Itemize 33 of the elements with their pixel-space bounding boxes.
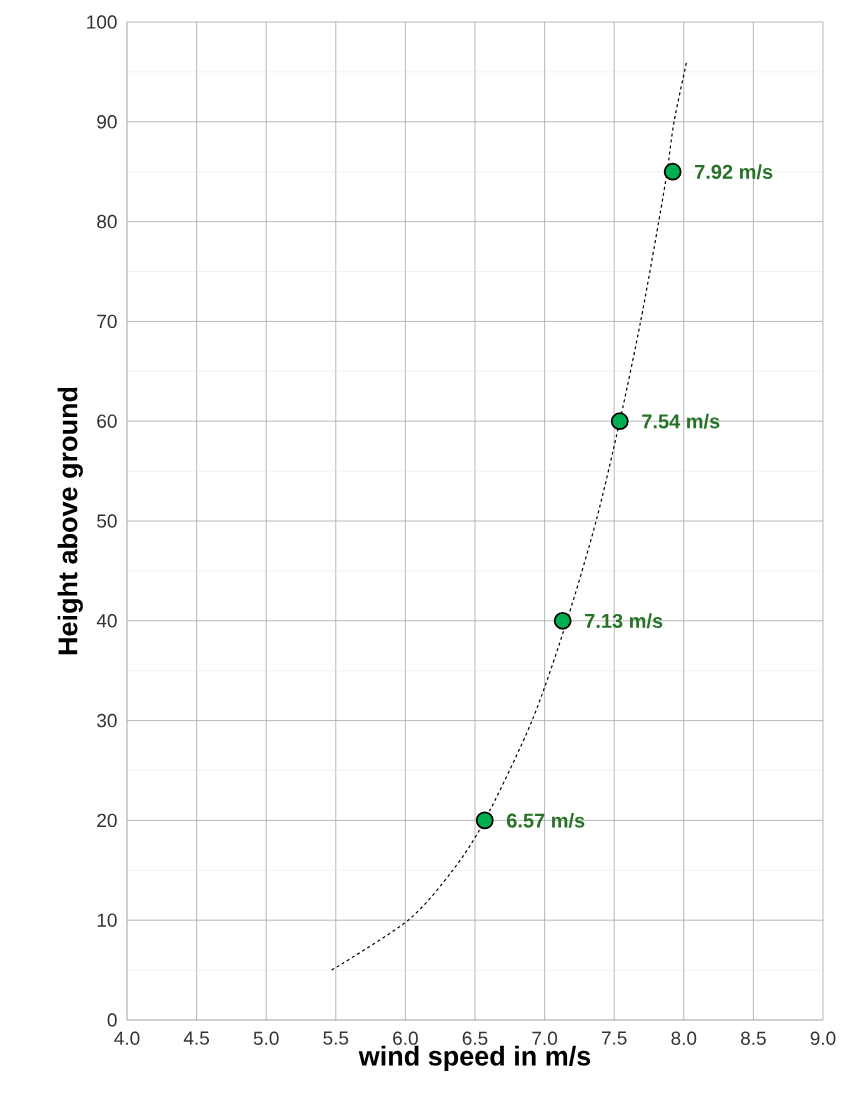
x-tick-label: 6.5 (462, 1031, 488, 1045)
x-tick-label: 7.5 (601, 1031, 627, 1045)
y-tick-label: 50 (97, 514, 117, 528)
y-tick-label: 20 (97, 813, 117, 828)
point (663, 162, 682, 181)
point (610, 412, 629, 431)
x-tick-label: 4.5 (183, 1031, 210, 1045)
annotation: 7.13 m/s (585, 613, 663, 629)
x-tick-label: 8.0 (671, 1031, 697, 1045)
annotation: 6.57 m/s (507, 812, 585, 828)
x-tick-label: 6.0 (393, 1031, 418, 1045)
annotation: 7.92 m/s (695, 164, 773, 180)
y-tick-label: 100 (87, 15, 117, 29)
x-tick-label: 4.0 (114, 1031, 140, 1045)
x-tick-label: 8.5 (741, 1031, 766, 1045)
x-tick-label: 9.0 (810, 1031, 836, 1045)
y-tick-label: 80 (97, 214, 117, 229)
x-tick-label: 7.0 (532, 1031, 558, 1045)
y-tick-label: 60 (97, 414, 117, 428)
point (475, 811, 494, 830)
y-tick-label: 10 (97, 913, 117, 927)
x-axis-title: wind speed in m/s (358, 1045, 591, 1072)
y-tick-label: 0 (107, 1013, 117, 1027)
y-tick-label: 90 (97, 115, 117, 129)
y-tick-label: 30 (97, 713, 117, 728)
y-axis-title: Height above ground (57, 387, 83, 655)
line-series (331, 61, 688, 971)
annotation: 7.54 m/s (642, 413, 720, 429)
y-tick-label: 70 (97, 314, 117, 329)
point (553, 611, 572, 630)
x-tick-label: 5.0 (253, 1031, 279, 1045)
y-tick-label: 40 (96, 614, 117, 628)
x-tick-label: 5.5 (323, 1031, 349, 1045)
